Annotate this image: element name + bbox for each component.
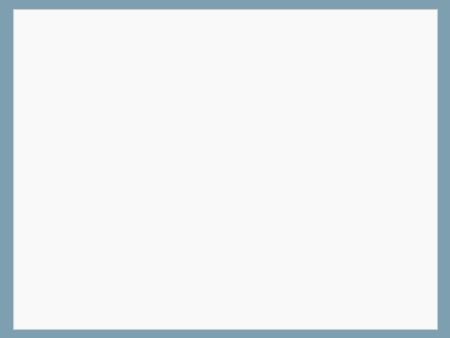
Text: •: • bbox=[29, 101, 38, 115]
Text: •: • bbox=[29, 247, 38, 261]
Text: So, what keeps an atom from collapsing?: So, what keeps an atom from collapsing? bbox=[47, 247, 323, 260]
Text: Electrons outside the nucleus are attracted to the
protons in the nucleus (posit: Electrons outside the nucleus are attrac… bbox=[47, 101, 400, 149]
Text: When charged particles move in curved paths, they
lose energy: When charged particles move in curved pa… bbox=[47, 169, 393, 199]
Text: The Atom: The Atom bbox=[164, 29, 286, 52]
Text: •: • bbox=[29, 169, 38, 183]
